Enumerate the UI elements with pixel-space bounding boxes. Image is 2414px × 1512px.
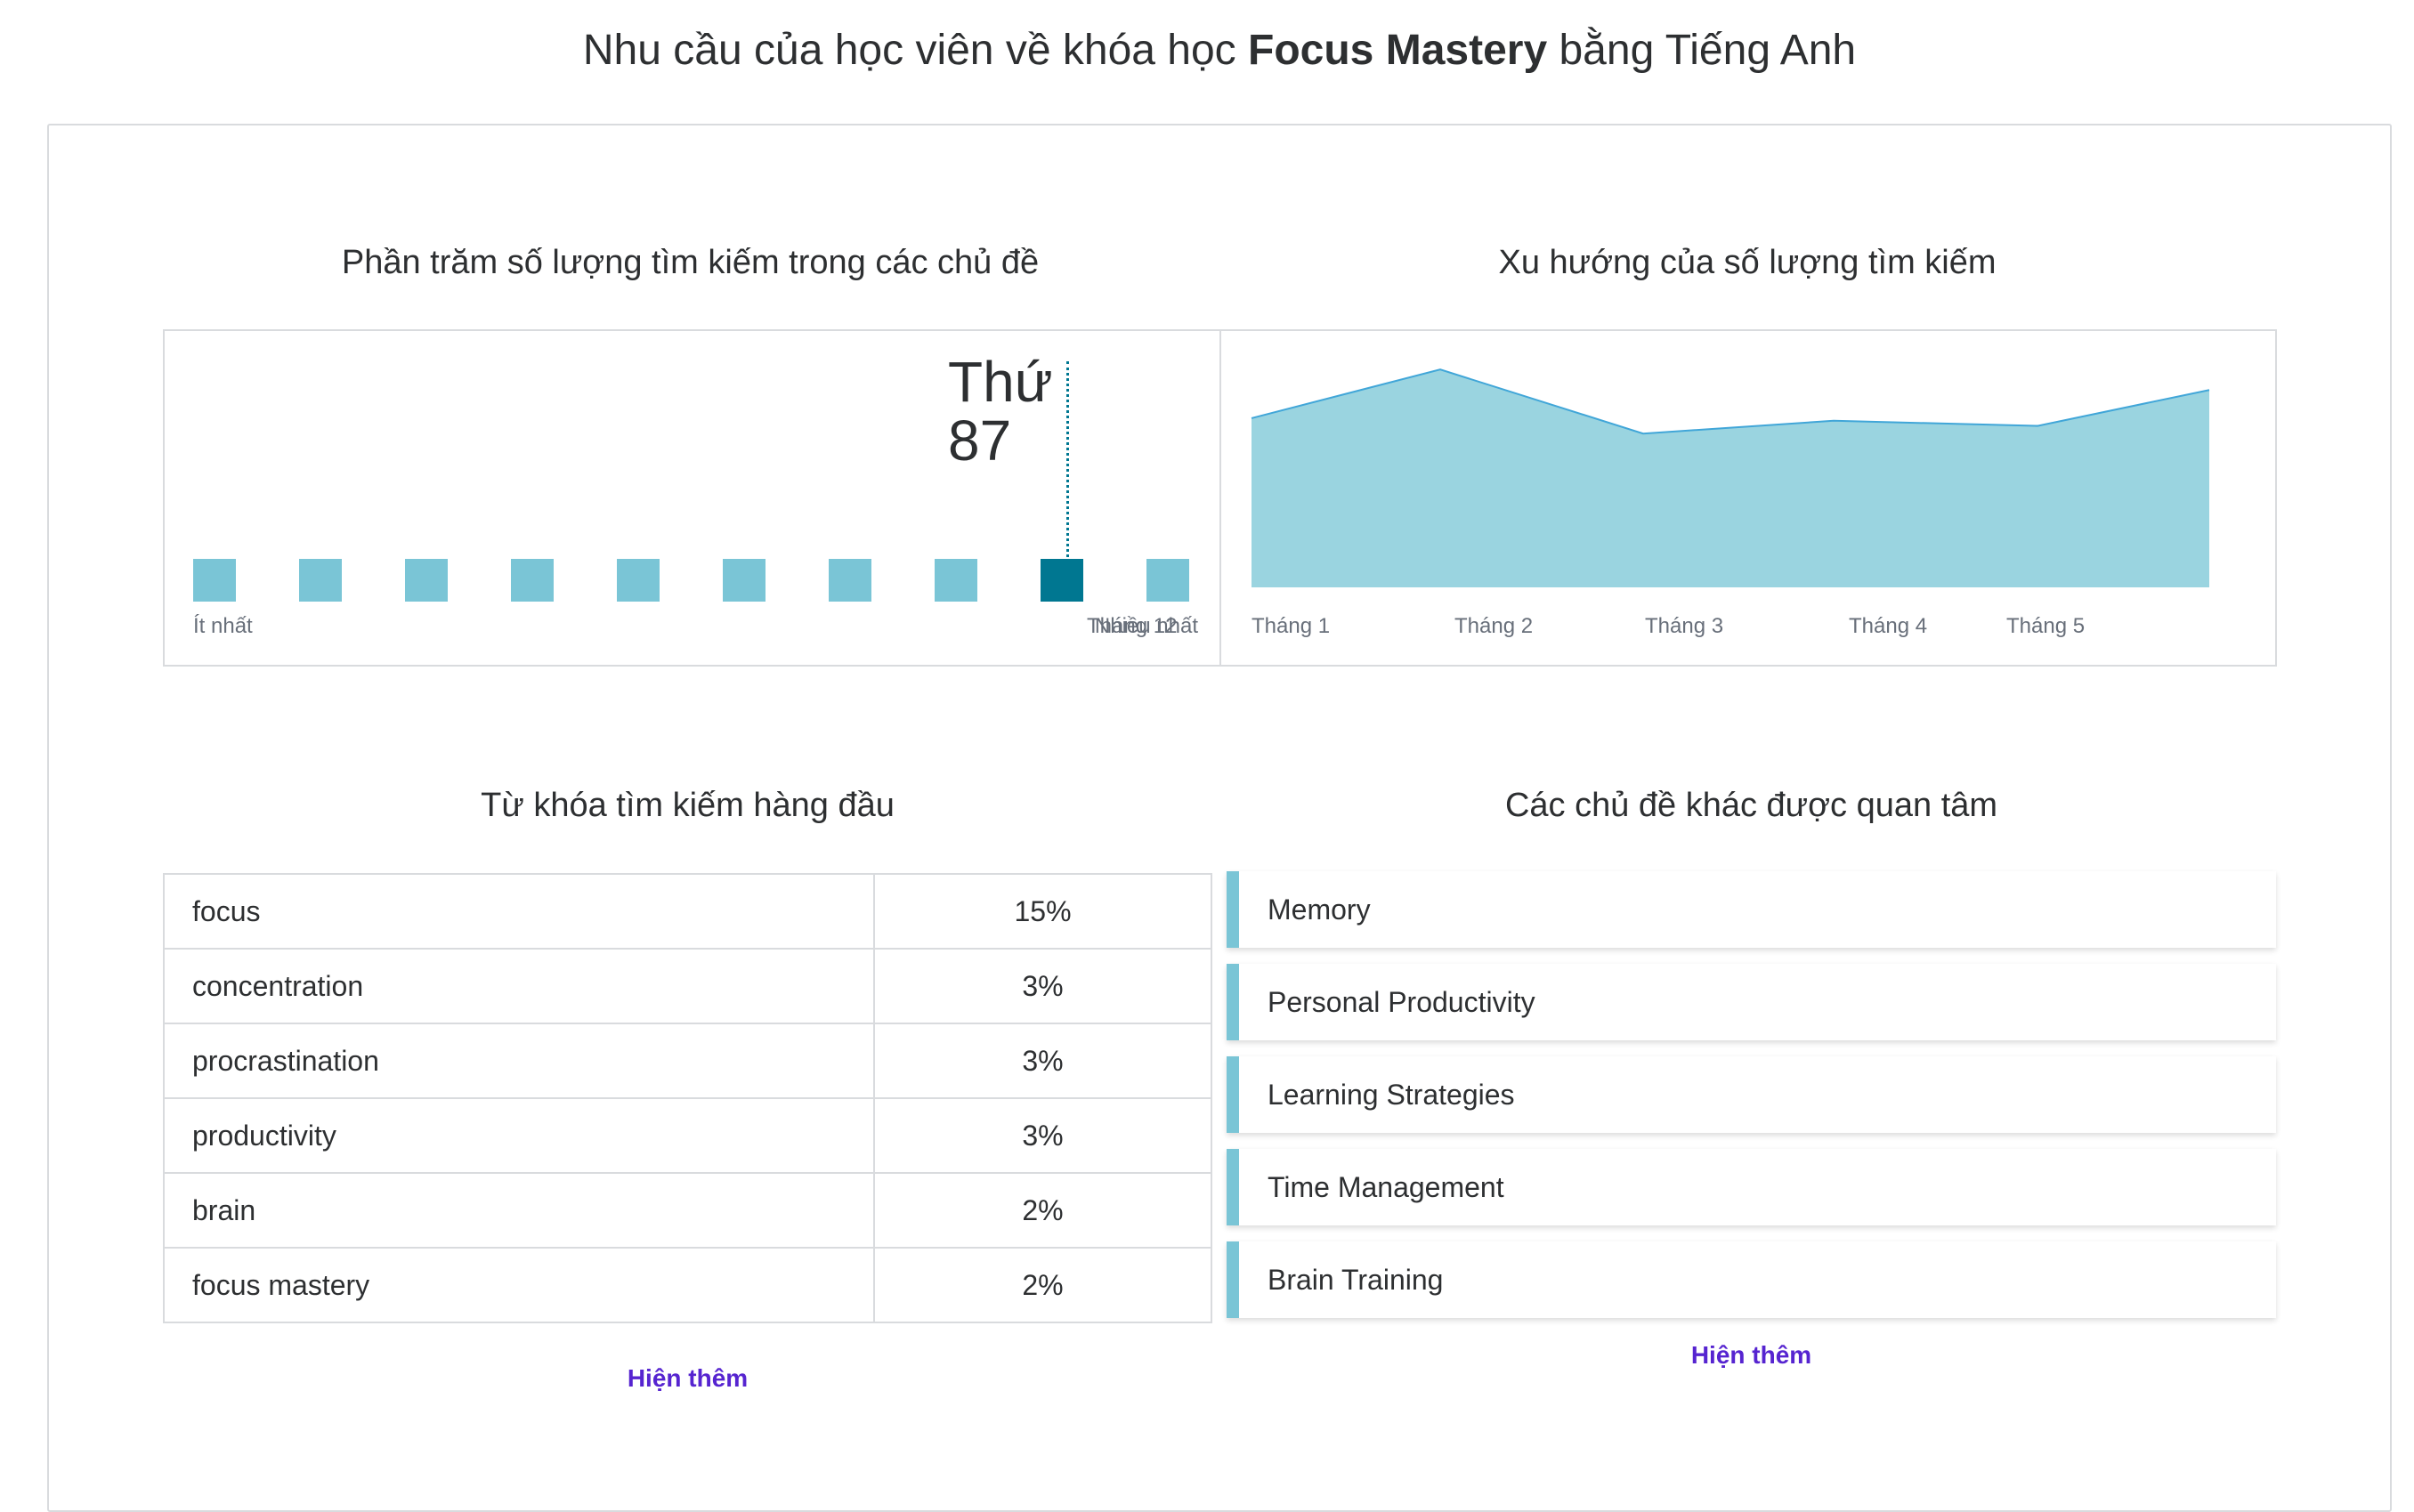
keyword-term: focus mastery bbox=[163, 1247, 875, 1323]
trend-title: Xu hướng của số lượng tìm kiếm bbox=[1498, 244, 1997, 281]
keyword-term: focus bbox=[163, 873, 875, 950]
keywords-table: focus 15% concentration 3% procrastination 3%… bbox=[163, 873, 1212, 1323]
trend-line bbox=[1251, 368, 2210, 435]
charts-panel: Thứ 87 Ít nhất Nhiều nhất Tháng 12 Tháng … bbox=[163, 329, 2277, 667]
keyword-percent: 2% bbox=[873, 1247, 1212, 1323]
trend-area bbox=[1252, 369, 2209, 587]
rank-square bbox=[829, 559, 871, 602]
topic-item[interactable]: Brain Training bbox=[1227, 1241, 2276, 1318]
topic-item[interactable]: Learning Strategies bbox=[1227, 1056, 2276, 1133]
month-label: Tháng 1 bbox=[1252, 614, 1331, 638]
month-label: Tháng 4 bbox=[1849, 614, 1928, 638]
rank-square-current bbox=[1041, 559, 1083, 602]
rank-square bbox=[405, 559, 448, 602]
table-row: procrastination 3% bbox=[163, 1023, 1212, 1099]
least-label: Ít nhất bbox=[193, 614, 253, 638]
rank-square bbox=[935, 559, 977, 602]
rank-square bbox=[193, 559, 236, 602]
keyword-term: brain bbox=[163, 1172, 875, 1249]
month-label: Tháng 2 bbox=[1454, 614, 1534, 638]
topics-title: Các chủ đề khác được quan tâm bbox=[1504, 787, 1998, 824]
month-label: Tháng 5 bbox=[2006, 614, 2086, 638]
rank-square bbox=[1146, 559, 1189, 602]
keyword-percent: 3% bbox=[873, 1097, 1212, 1174]
trend-chart bbox=[1251, 368, 2210, 587]
topic-item[interactable]: Memory bbox=[1227, 871, 2276, 948]
topics-show-more-button[interactable]: Hiện thêm bbox=[1690, 1341, 1812, 1369]
keyword-term: procrastination bbox=[163, 1023, 875, 1099]
rank-square bbox=[511, 559, 554, 602]
topic-item[interactable]: Time Management bbox=[1227, 1149, 2276, 1225]
course-name: Focus Mastery bbox=[1248, 27, 1548, 74]
table-row: focus mastery 2% bbox=[163, 1247, 1212, 1323]
rank-square bbox=[617, 559, 660, 602]
rank-marker-line bbox=[1066, 361, 1069, 562]
keyword-percent: 15% bbox=[873, 873, 1212, 950]
ranking-title: Phần trăm số lượng tìm kiếm trong các ch… bbox=[341, 244, 1040, 281]
most-label: Nhiều nhất bbox=[1094, 614, 1198, 638]
rank-label: Thứ 87 bbox=[948, 350, 1053, 473]
rank-square bbox=[299, 559, 342, 602]
table-row: brain 2% bbox=[163, 1172, 1212, 1249]
page-title: Nhu cầu của học viên về khóa học Focus M… bbox=[582, 27, 1857, 74]
keyword-term: concentration bbox=[163, 948, 875, 1024]
keyword-percent: 3% bbox=[873, 948, 1212, 1024]
rank-square bbox=[723, 559, 766, 602]
keyword-percent: 3% bbox=[873, 1023, 1212, 1099]
keywords-title: Từ khóa tìm kiếm hàng đầu bbox=[481, 787, 895, 824]
table-row: concentration 3% bbox=[163, 948, 1212, 1024]
keywords-show-more-button[interactable]: Hiện thêm bbox=[627, 1364, 749, 1392]
keyword-percent: 2% bbox=[873, 1172, 1212, 1249]
topic-item[interactable]: Personal Productivity bbox=[1227, 964, 2276, 1040]
table-row: productivity 3% bbox=[163, 1097, 1212, 1174]
chart-divider bbox=[1219, 331, 1221, 665]
month-label: Tháng 12 bbox=[1087, 614, 1178, 638]
month-label: Tháng 3 bbox=[1645, 614, 1724, 638]
keyword-term: productivity bbox=[163, 1097, 875, 1174]
table-row: focus 15% bbox=[163, 873, 1212, 950]
